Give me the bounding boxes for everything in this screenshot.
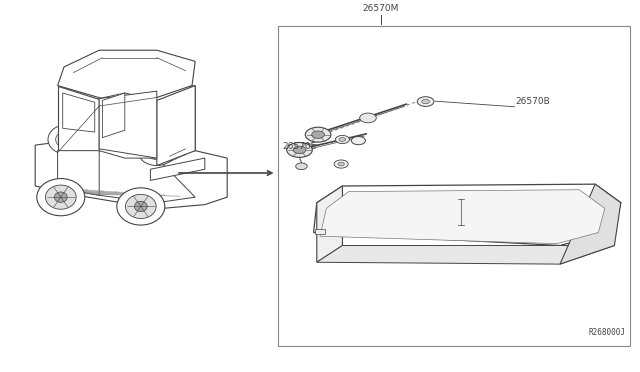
Circle shape bbox=[417, 97, 434, 106]
Text: 26570E: 26570E bbox=[282, 142, 317, 151]
Circle shape bbox=[334, 160, 348, 168]
Bar bbox=[278, 26, 630, 346]
Ellipse shape bbox=[145, 142, 168, 160]
Polygon shape bbox=[314, 184, 621, 246]
Polygon shape bbox=[99, 93, 157, 158]
Circle shape bbox=[312, 131, 324, 138]
Circle shape bbox=[335, 135, 349, 144]
Ellipse shape bbox=[134, 201, 147, 212]
Circle shape bbox=[305, 127, 331, 142]
Ellipse shape bbox=[45, 185, 76, 209]
Polygon shape bbox=[315, 229, 325, 234]
Circle shape bbox=[422, 99, 429, 104]
Polygon shape bbox=[320, 190, 605, 244]
Polygon shape bbox=[58, 50, 195, 99]
Circle shape bbox=[287, 142, 312, 157]
Polygon shape bbox=[150, 158, 205, 180]
Circle shape bbox=[293, 146, 306, 154]
Text: 26570M: 26570M bbox=[363, 4, 399, 13]
Polygon shape bbox=[58, 86, 99, 151]
Polygon shape bbox=[99, 86, 195, 158]
Ellipse shape bbox=[36, 179, 85, 216]
Text: 26570B: 26570B bbox=[515, 97, 550, 106]
Circle shape bbox=[360, 113, 376, 123]
Polygon shape bbox=[58, 149, 195, 203]
Circle shape bbox=[296, 163, 307, 170]
Polygon shape bbox=[102, 93, 125, 138]
Polygon shape bbox=[58, 151, 99, 195]
Polygon shape bbox=[317, 186, 342, 262]
Circle shape bbox=[351, 137, 365, 145]
Polygon shape bbox=[560, 184, 621, 264]
Ellipse shape bbox=[125, 194, 156, 219]
Ellipse shape bbox=[56, 131, 79, 148]
Polygon shape bbox=[35, 140, 227, 208]
Ellipse shape bbox=[117, 188, 165, 225]
Ellipse shape bbox=[138, 136, 176, 166]
Text: R268000J: R268000J bbox=[588, 328, 625, 337]
Ellipse shape bbox=[48, 125, 86, 154]
Circle shape bbox=[338, 162, 344, 166]
Ellipse shape bbox=[54, 192, 67, 202]
Polygon shape bbox=[157, 86, 195, 166]
Polygon shape bbox=[63, 93, 95, 132]
Polygon shape bbox=[99, 91, 157, 158]
Polygon shape bbox=[317, 246, 614, 264]
Circle shape bbox=[339, 138, 346, 141]
